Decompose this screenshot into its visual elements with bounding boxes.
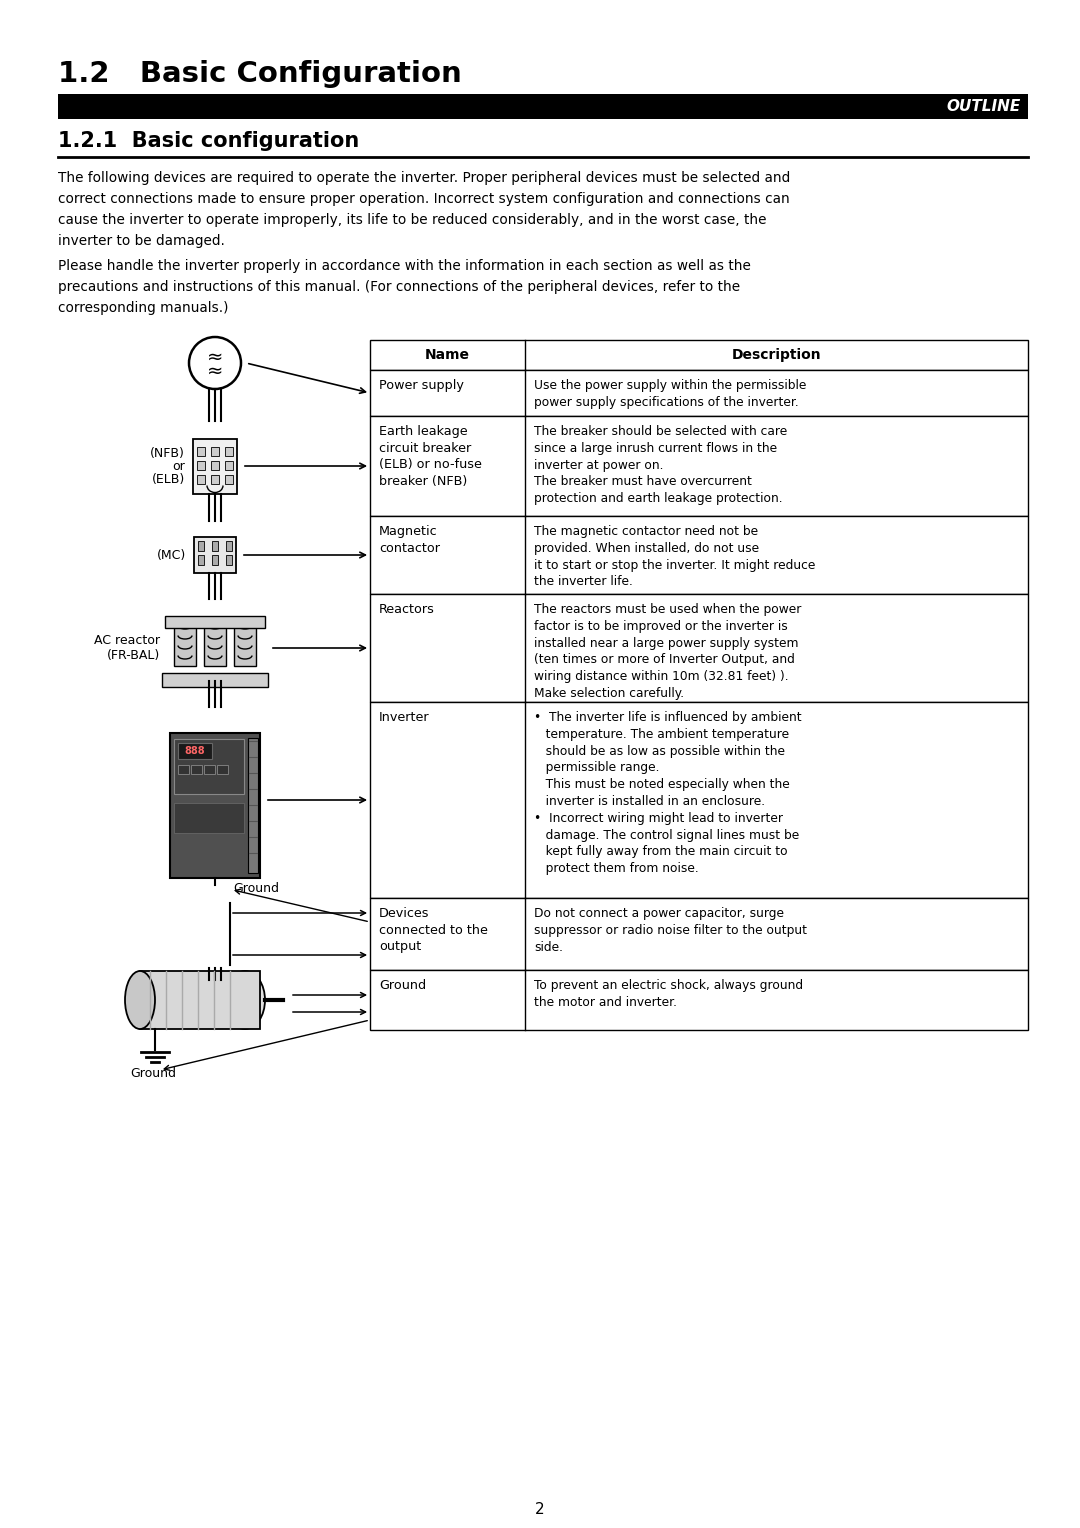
Text: Power supply: Power supply (379, 379, 464, 393)
Bar (370, 516, 1028, 594)
Text: 888: 888 (185, 746, 205, 755)
Bar (370, 701, 1028, 898)
Text: Inverter: Inverter (379, 711, 430, 724)
Bar (197, 446, 205, 455)
Text: Do not connect a power capacitor, surge
suppressor or radio noise filter to the : Do not connect a power capacitor, surge … (534, 908, 807, 953)
Text: Ground: Ground (379, 979, 427, 992)
Bar (211, 475, 219, 483)
Bar (226, 541, 232, 552)
Text: (FR-BAL): (FR-BAL) (107, 649, 160, 663)
Text: Earth leakage
circuit breaker
(ELB) or no-fuse
breaker (NFB): Earth leakage circuit breaker (ELB) or n… (379, 425, 482, 487)
Ellipse shape (225, 970, 265, 1028)
Bar (204, 764, 215, 773)
Text: 1.2.1  Basic configuration: 1.2.1 Basic configuration (58, 131, 360, 151)
Text: corresponding manuals.): corresponding manuals.) (58, 301, 229, 315)
Bar (225, 475, 233, 483)
Bar (211, 446, 219, 455)
Bar (197, 475, 205, 483)
Bar (165, 616, 265, 628)
Text: correct connections made to ensure proper operation. Incorrect system configurat: correct connections made to ensure prope… (58, 193, 789, 206)
Text: Description: Description (731, 348, 821, 362)
Text: Ground: Ground (130, 1067, 176, 1080)
Bar (234, 620, 256, 666)
Text: 1.2   Basic Configuration: 1.2 Basic Configuration (58, 60, 462, 89)
Bar (248, 738, 258, 872)
Bar (197, 460, 205, 469)
Text: Reactors: Reactors (379, 604, 435, 616)
Text: The following devices are required to operate the inverter. Proper peripheral de: The following devices are required to op… (58, 171, 791, 185)
Text: •  The inverter life is influenced by ambient
   temperature. The ambient temper: • The inverter life is influenced by amb… (534, 711, 801, 876)
Bar (174, 738, 244, 793)
Bar (194, 536, 237, 573)
Text: OUTLINE: OUTLINE (947, 99, 1021, 115)
Bar (226, 555, 232, 565)
Bar (225, 460, 233, 469)
Text: inverter to be damaged.: inverter to be damaged. (58, 234, 225, 248)
Bar (212, 541, 218, 552)
Bar (170, 732, 260, 877)
Bar (193, 439, 237, 494)
Text: AC reactor: AC reactor (94, 634, 160, 646)
Text: (MC): (MC) (157, 549, 186, 561)
Bar (191, 764, 202, 773)
Text: To prevent an electric shock, always ground
the motor and inverter.: To prevent an electric shock, always gro… (534, 979, 804, 1008)
Bar (225, 446, 233, 455)
Bar (370, 594, 1028, 701)
Bar (178, 764, 189, 773)
Text: The magnetic contactor need not be
provided. When installed, do not use
it to st: The magnetic contactor need not be provi… (534, 526, 815, 588)
Text: or: or (172, 460, 185, 472)
Text: (ELB): (ELB) (152, 472, 185, 486)
Text: The reactors must be used when the power
factor is to be improved or the inverte: The reactors must be used when the power… (534, 604, 801, 700)
Bar (58, 95, 1028, 119)
Text: precautions and instructions of this manual. (For connections of the peripheral : precautions and instructions of this man… (58, 280, 740, 293)
Bar (212, 555, 218, 565)
Bar (217, 764, 228, 773)
Bar (370, 970, 1028, 1030)
Text: Devices
connected to the
output: Devices connected to the output (379, 908, 488, 953)
Bar (198, 541, 204, 552)
Ellipse shape (125, 970, 156, 1028)
Bar (370, 416, 1028, 516)
Bar (198, 555, 204, 565)
Text: Please handle the inverter properly in accordance with the information in each s: Please handle the inverter properly in a… (58, 260, 751, 274)
Text: Magnetic
contactor: Magnetic contactor (379, 526, 440, 555)
Bar (162, 672, 268, 686)
Bar (370, 341, 1028, 370)
Text: Name: Name (426, 348, 470, 362)
Bar (178, 743, 212, 758)
Text: Use the power supply within the permissible
power supply specifications of the i: Use the power supply within the permissi… (534, 379, 807, 410)
Text: ≈: ≈ (206, 362, 224, 380)
Bar (174, 802, 244, 833)
Bar (370, 370, 1028, 416)
Bar (211, 460, 219, 469)
Text: ≈: ≈ (206, 347, 224, 367)
Bar (204, 620, 226, 666)
Bar (174, 620, 195, 666)
Bar (370, 898, 1028, 970)
Text: cause the inverter to operate improperly, its life to be reduced considerably, a: cause the inverter to operate improperly… (58, 212, 767, 228)
Text: 2: 2 (536, 1502, 544, 1517)
Bar (140, 970, 260, 1028)
Text: The breaker should be selected with care
since a large inrush current flows in t: The breaker should be selected with care… (534, 425, 787, 506)
Text: Ground: Ground (233, 883, 279, 895)
Text: (NFB): (NFB) (150, 446, 185, 460)
